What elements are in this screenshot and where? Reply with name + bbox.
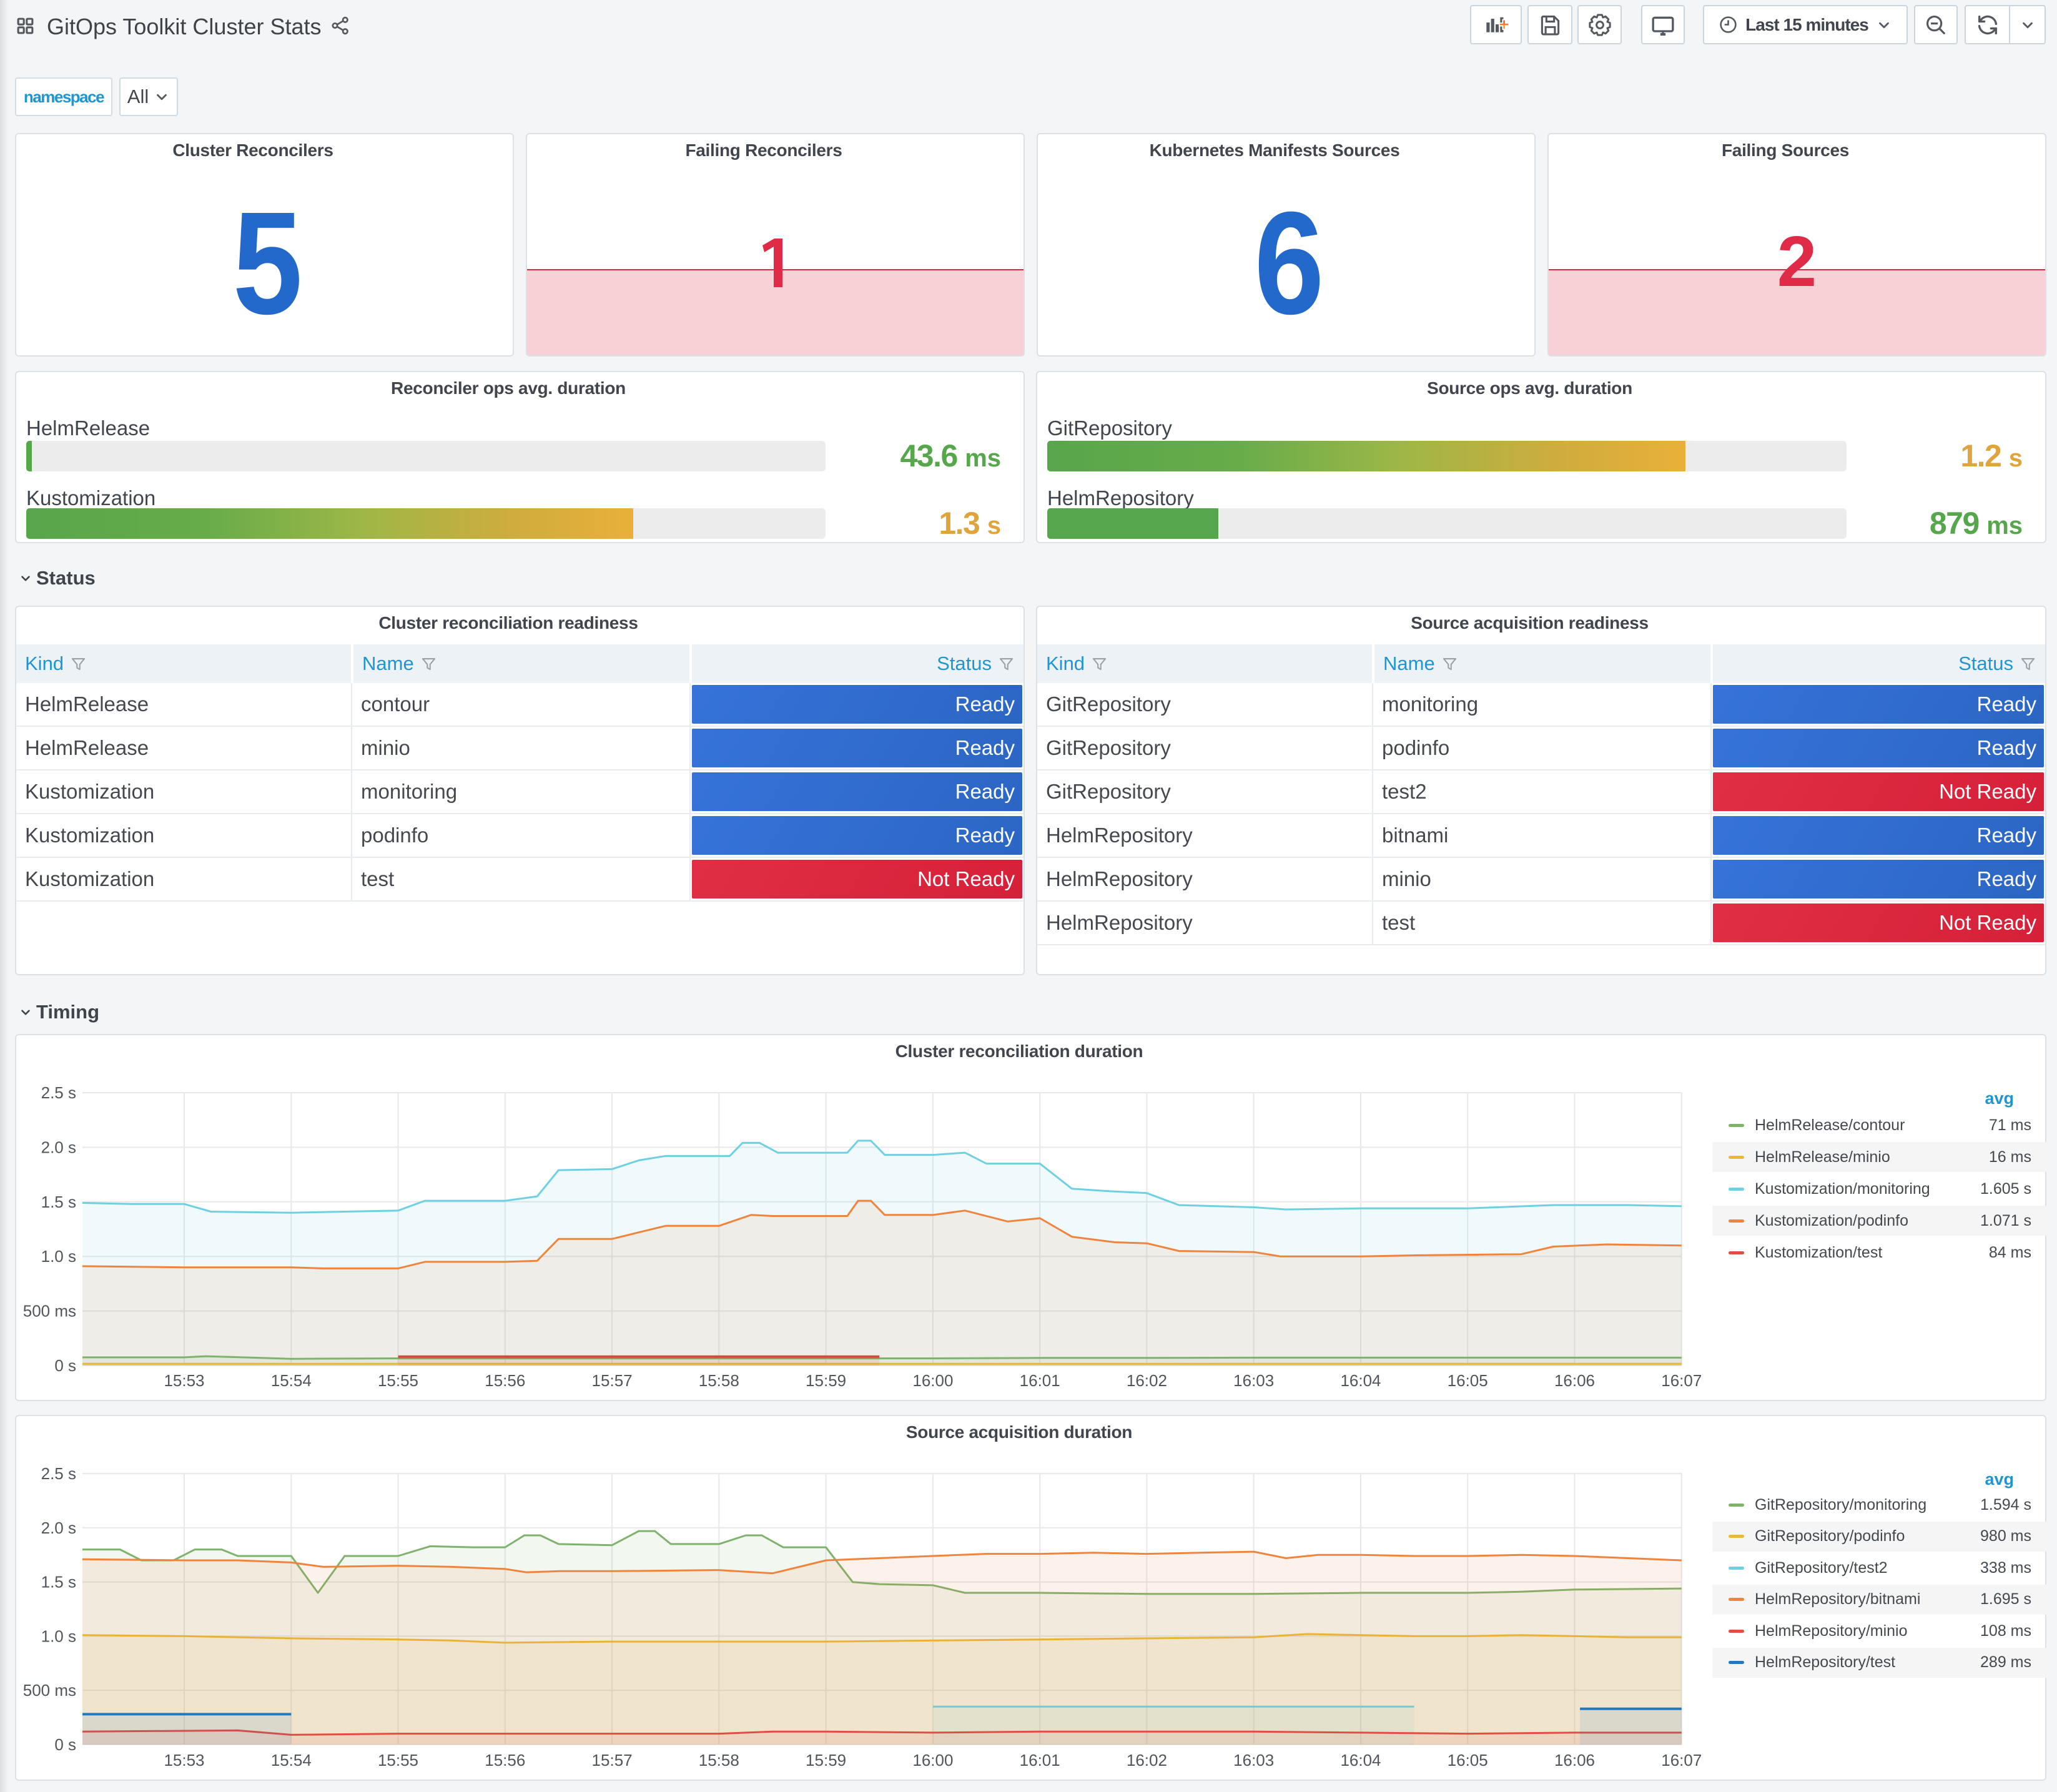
- svg-text:15:55: 15:55: [378, 1751, 418, 1770]
- svg-text:16:06: 16:06: [1554, 1371, 1595, 1390]
- svg-text:16:00: 16:00: [912, 1751, 953, 1770]
- svg-text:16:01: 16:01: [1020, 1751, 1060, 1770]
- svg-text:16:02: 16:02: [1127, 1751, 1167, 1770]
- svg-text:0 s: 0 s: [54, 1356, 76, 1375]
- svg-text:15:58: 15:58: [699, 1371, 739, 1390]
- svg-text:16:04: 16:04: [1340, 1751, 1381, 1770]
- svg-text:500 ms: 500 ms: [23, 1681, 76, 1700]
- svg-text:16:07: 16:07: [1661, 1371, 1702, 1390]
- svg-text:15:58: 15:58: [699, 1751, 739, 1770]
- svg-text:15:57: 15:57: [592, 1751, 633, 1770]
- svg-text:0 s: 0 s: [54, 1735, 76, 1754]
- svg-text:2.5 s: 2.5 s: [41, 1083, 76, 1102]
- svg-text:16:07: 16:07: [1661, 1751, 1702, 1770]
- svg-text:16:06: 16:06: [1554, 1751, 1595, 1770]
- svg-text:1.0 s: 1.0 s: [41, 1247, 76, 1266]
- svg-text:2.0 s: 2.0 s: [41, 1519, 76, 1537]
- svg-text:15:53: 15:53: [164, 1371, 204, 1390]
- svg-text:15:59: 15:59: [806, 1371, 846, 1390]
- svg-text:16:03: 16:03: [1233, 1371, 1274, 1390]
- svg-text:1.5 s: 1.5 s: [41, 1193, 76, 1211]
- svg-text:15:56: 15:56: [485, 1371, 525, 1390]
- svg-text:1.5 s: 1.5 s: [41, 1573, 76, 1592]
- svg-text:1.0 s: 1.0 s: [41, 1627, 76, 1645]
- svg-text:15:57: 15:57: [592, 1371, 633, 1390]
- svg-text:16:00: 16:00: [912, 1371, 953, 1390]
- svg-text:15:54: 15:54: [271, 1371, 312, 1390]
- svg-text:16:02: 16:02: [1127, 1371, 1167, 1390]
- svg-text:15:55: 15:55: [378, 1371, 418, 1390]
- svg-text:16:03: 16:03: [1233, 1751, 1274, 1770]
- svg-text:15:59: 15:59: [806, 1751, 846, 1770]
- svg-text:16:04: 16:04: [1340, 1371, 1381, 1390]
- svg-text:15:54: 15:54: [271, 1751, 312, 1770]
- svg-text:16:05: 16:05: [1448, 1751, 1488, 1770]
- svg-text:15:53: 15:53: [164, 1751, 204, 1770]
- svg-text:500 ms: 500 ms: [23, 1302, 76, 1321]
- svg-text:2.0 s: 2.0 s: [41, 1138, 76, 1156]
- svg-text:16:05: 16:05: [1448, 1371, 1488, 1390]
- svg-text:15:56: 15:56: [485, 1751, 525, 1770]
- svg-text:2.5 s: 2.5 s: [41, 1464, 76, 1483]
- svg-text:16:01: 16:01: [1020, 1371, 1060, 1390]
